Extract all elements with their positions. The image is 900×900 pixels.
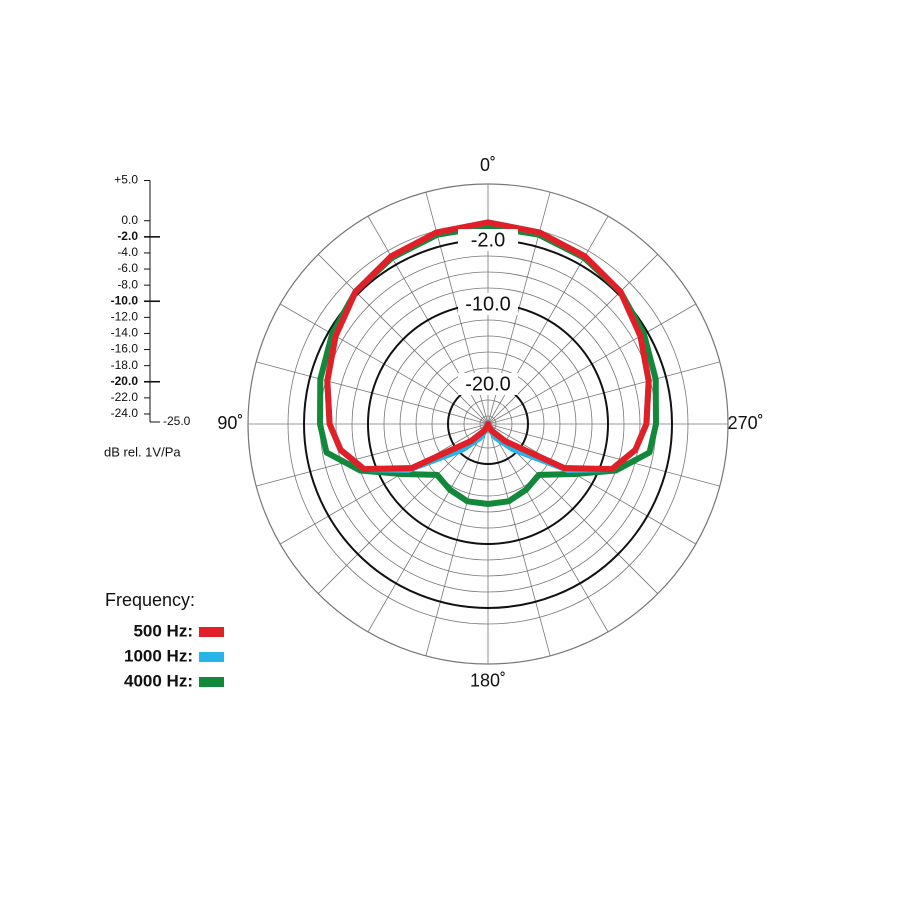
legend-label: 500 Hz: bbox=[133, 621, 193, 640]
scale-label: -10.0 bbox=[111, 293, 139, 307]
scale-label: -18.0 bbox=[111, 358, 139, 372]
r-axis-label: dB rel. 1V/Pa bbox=[104, 444, 181, 459]
scale-label: -14.0 bbox=[111, 326, 139, 340]
angle-label: 90˚ bbox=[217, 413, 243, 433]
ring-label: -2.0 bbox=[471, 229, 505, 251]
angle-label: 0˚ bbox=[480, 155, 496, 175]
scale-label: -20.0 bbox=[111, 374, 139, 388]
scale-label: -25.0 bbox=[163, 414, 191, 428]
scale-label: -22.0 bbox=[111, 390, 139, 404]
scale-label: -4.0 bbox=[117, 245, 138, 259]
ring-label-bg bbox=[458, 373, 518, 395]
angle-label: 180˚ bbox=[470, 670, 506, 690]
ring-label-bg bbox=[458, 293, 518, 315]
legend-swatch bbox=[199, 677, 224, 687]
scale-label: +5.0 bbox=[114, 173, 138, 187]
labels: -2.0 -10.0 -20.0 0˚ 90˚ 180˚ 270˚ bbox=[217, 155, 763, 690]
legend-title: Frequency: bbox=[105, 590, 195, 610]
scale-label: 0.0 bbox=[121, 213, 138, 227]
legend-label: 1000 Hz: bbox=[124, 646, 193, 665]
legend-swatch bbox=[199, 652, 224, 662]
ring-label: -20.0 bbox=[465, 373, 511, 395]
ring-label: -10.0 bbox=[465, 293, 511, 315]
scale-label: -16.0 bbox=[111, 342, 139, 356]
scale-label: -8.0 bbox=[117, 277, 138, 291]
scale-label: -6.0 bbox=[117, 261, 138, 275]
curves bbox=[317, 219, 659, 507]
scale-label: -24.0 bbox=[111, 406, 139, 420]
scale-label: -2.0 bbox=[117, 229, 138, 243]
legend-swatch bbox=[199, 627, 224, 637]
polar-curve bbox=[324, 219, 652, 473]
legend-label: 4000 Hz: bbox=[124, 671, 193, 690]
angle-label: 270˚ bbox=[728, 413, 764, 433]
ring-label-bg bbox=[458, 229, 518, 251]
polar-curve bbox=[317, 223, 659, 507]
scale-label: -12.0 bbox=[111, 310, 139, 324]
